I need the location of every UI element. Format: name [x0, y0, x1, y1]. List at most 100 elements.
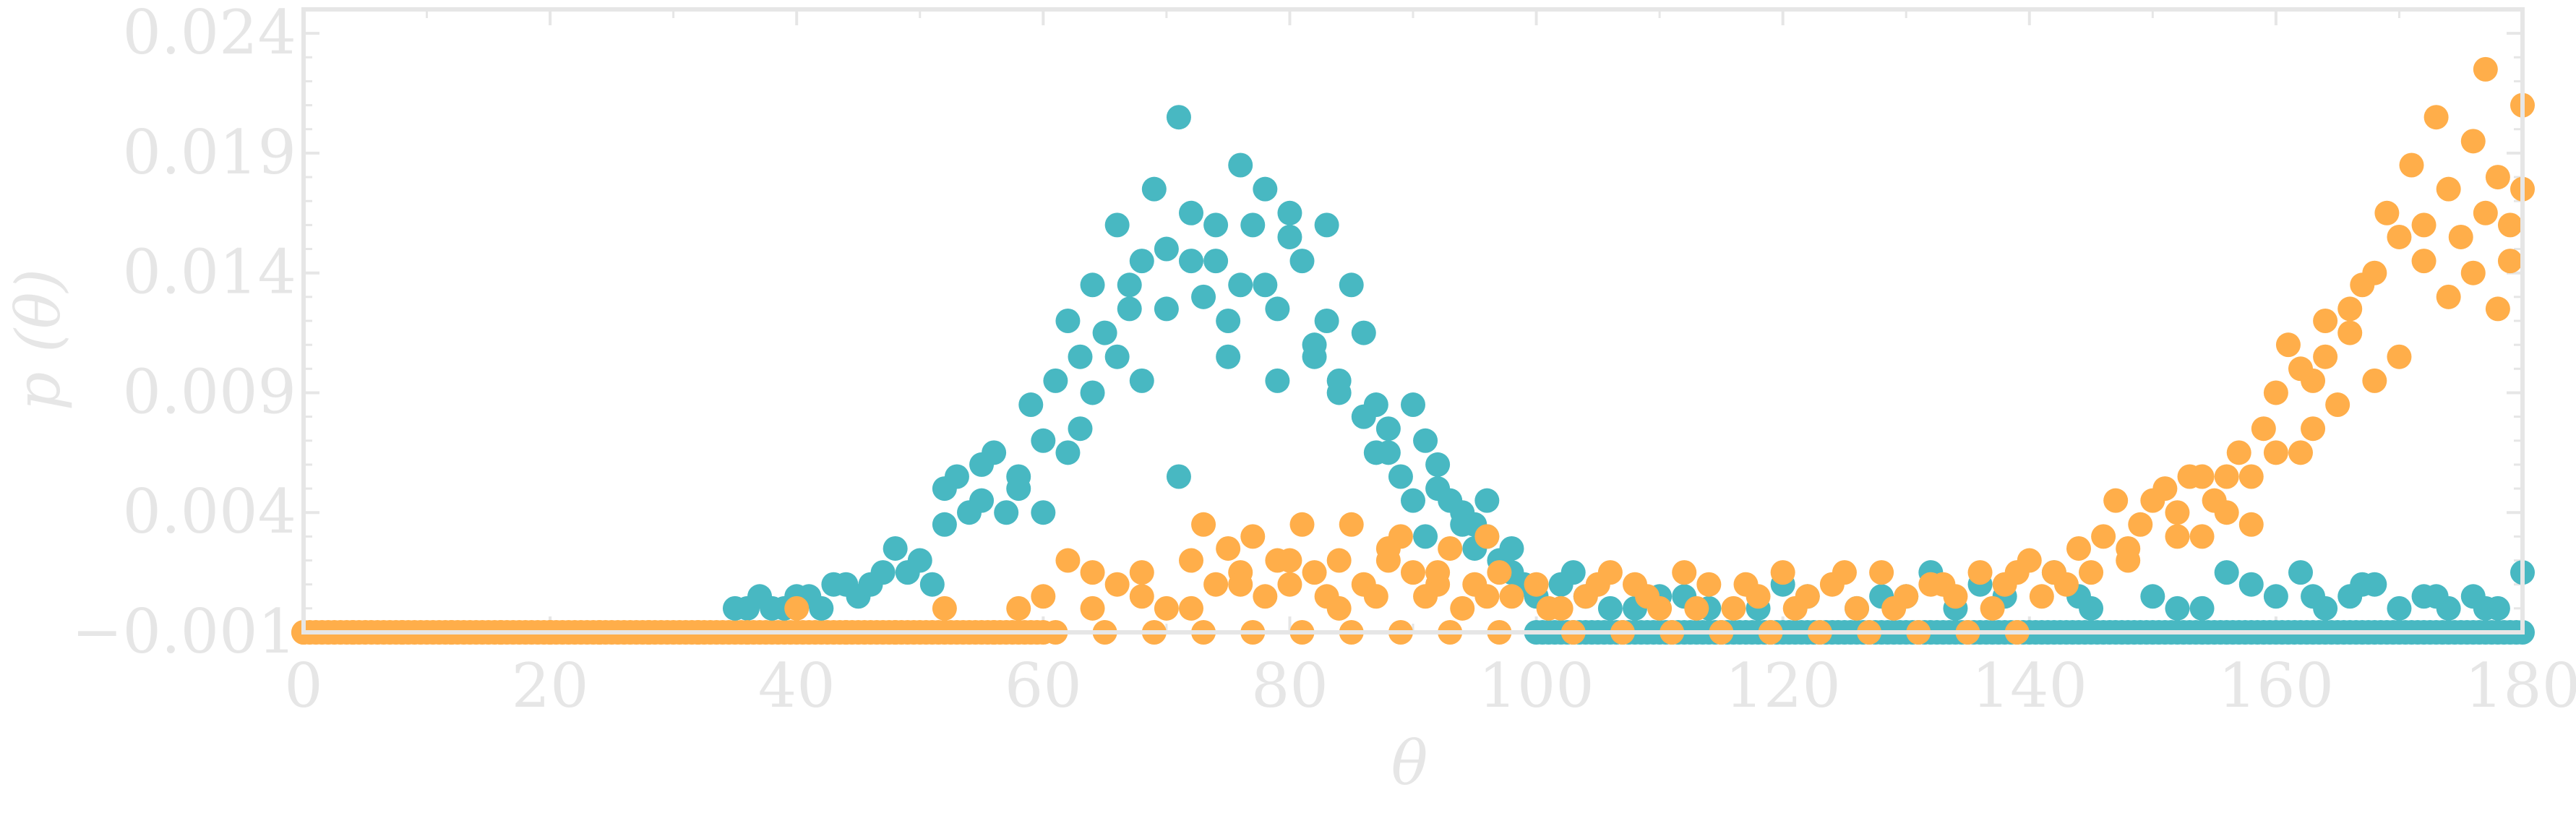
- plot-frame: [301, 7, 2525, 635]
- data-point-series-1: [1166, 464, 1191, 489]
- data-point-series-1: [1080, 272, 1105, 298]
- data-point-series-1: [1351, 404, 1376, 429]
- y-tick-label: 0.004: [123, 476, 296, 547]
- y-tick-label: 0.024: [123, 0, 296, 68]
- y-tick-label: 0.014: [123, 237, 296, 308]
- data-point-series-2: [2313, 344, 2338, 369]
- data-point-series-2: [1487, 560, 1512, 585]
- data-point-series-2: [2485, 165, 2510, 190]
- data-point-series-1: [1203, 249, 1229, 274]
- data-point-series-2: [2275, 332, 2301, 358]
- data-point-series-2: [1253, 584, 1278, 609]
- data-point-series-1: [1166, 105, 1191, 130]
- data-point-series-2: [1277, 572, 1302, 597]
- data-point-series-2: [1684, 595, 1709, 621]
- data-point-series-2: [2263, 380, 2288, 405]
- data-point-series-1: [1253, 272, 1278, 298]
- y-tick-label: 0.019: [123, 117, 296, 188]
- data-point-series-2: [1339, 512, 1364, 537]
- data-point-series-2: [1585, 572, 1610, 597]
- data-point-series-1: [1401, 392, 1425, 418]
- x-tick-label: 140: [1972, 650, 2087, 721]
- data-point-series-2: [1129, 584, 1154, 609]
- data-point-series-2: [1869, 560, 1894, 585]
- data-point-series-2: [2473, 56, 2498, 82]
- data-point-series-2: [1401, 560, 1425, 585]
- data-point-series-1: [1129, 249, 1154, 274]
- data-point-series-1: [809, 595, 834, 621]
- y-tick-label: 0.009: [123, 356, 296, 427]
- data-point-series-2: [2189, 524, 2215, 549]
- data-point-series-1: [919, 572, 945, 597]
- data-points: [291, 56, 2535, 645]
- data-point-series-1: [1277, 200, 1302, 225]
- data-point-series-2: [2091, 524, 2116, 549]
- data-point-series-1: [1191, 284, 1216, 309]
- data-point-series-2: [1080, 595, 1105, 621]
- data-point-series-2: [1967, 560, 1993, 585]
- data-point-series-1: [1499, 535, 1524, 561]
- data-point-series-1: [969, 488, 995, 513]
- data-point-series-1: [982, 440, 1007, 465]
- data-point-series-2: [1326, 548, 1352, 573]
- data-point-series-1: [2189, 595, 2215, 621]
- data-point-series-2: [2362, 260, 2387, 285]
- x-tick-label: 40: [758, 650, 836, 721]
- x-tick-label: 180: [2465, 650, 2576, 721]
- data-point-series-1: [2238, 572, 2264, 597]
- data-point-series-2: [2238, 464, 2264, 489]
- data-point-series-1: [1117, 296, 1142, 322]
- data-point-series-1: [1006, 476, 1031, 502]
- data-point-series-2: [2337, 296, 2363, 322]
- data-point-series-2: [2374, 200, 2400, 225]
- data-point-series-1: [1216, 309, 1241, 333]
- data-point-series-2: [2460, 129, 2486, 154]
- data-point-series-2: [1696, 572, 1722, 597]
- data-point-series-2: [2387, 344, 2412, 369]
- data-point-series-2: [2485, 296, 2510, 322]
- data-point-series-2: [2497, 249, 2523, 274]
- data-point-series-1: [1203, 212, 1229, 238]
- data-point-series-1: [1104, 344, 1130, 369]
- data-point-series-1: [1179, 249, 1203, 274]
- data-point-series-1: [1240, 212, 1266, 238]
- data-point-series-2: [2423, 105, 2449, 130]
- data-point-series-1: [1043, 368, 1068, 393]
- data-point-series-1: [1560, 560, 1586, 585]
- axis-ticks: 0 20 40 60 80 100 120 140 160 180 −0.001 0.004 0.009…: [72, 0, 2576, 721]
- data-point-series-2: [1832, 560, 1857, 585]
- data-point-series-2: [1524, 572, 1549, 597]
- data-point-series-1: [1104, 212, 1130, 238]
- data-point-series-1: [1474, 488, 1500, 513]
- data-point-series-2: [1450, 595, 1475, 621]
- data-point-series-2: [1375, 535, 1401, 561]
- data-point-series-1: [1363, 440, 1388, 465]
- x-tick-label: 60: [1005, 650, 1082, 721]
- x-tick-label: 0: [284, 650, 322, 721]
- data-point-series-2: [1216, 535, 1241, 561]
- data-point-series-1: [1253, 176, 1278, 202]
- data-point-series-1: [1154, 236, 1179, 262]
- data-point-series-1: [1302, 344, 1327, 369]
- data-point-series-1: [2263, 584, 2288, 609]
- data-point-series-2: [2251, 416, 2276, 442]
- data-point-series-2: [2116, 548, 2141, 573]
- data-point-series-1: [2301, 584, 2326, 609]
- data-point-series-2: [1031, 584, 1056, 609]
- data-point-series-2: [1635, 584, 1660, 609]
- data-point-series-2: [2263, 440, 2288, 465]
- data-point-series-1: [1326, 380, 1352, 405]
- y-axis-title: p (θ): [3, 269, 74, 411]
- data-point-series-2: [2288, 356, 2313, 382]
- data-point-series-2: [1931, 572, 1956, 597]
- data-point-series-1: [1080, 380, 1105, 405]
- data-point-series-1: [1018, 392, 1044, 418]
- data-point-series-2: [1289, 512, 1315, 537]
- x-tick-label: 80: [1251, 650, 1328, 721]
- data-point-series-1: [2473, 595, 2498, 621]
- data-point-series-2: [1770, 560, 1795, 585]
- data-point-series-2: [1228, 572, 1253, 597]
- data-point-series-1: [1031, 428, 1056, 453]
- data-point-series-2: [2238, 512, 2264, 537]
- data-point-series-2: [1721, 595, 1746, 621]
